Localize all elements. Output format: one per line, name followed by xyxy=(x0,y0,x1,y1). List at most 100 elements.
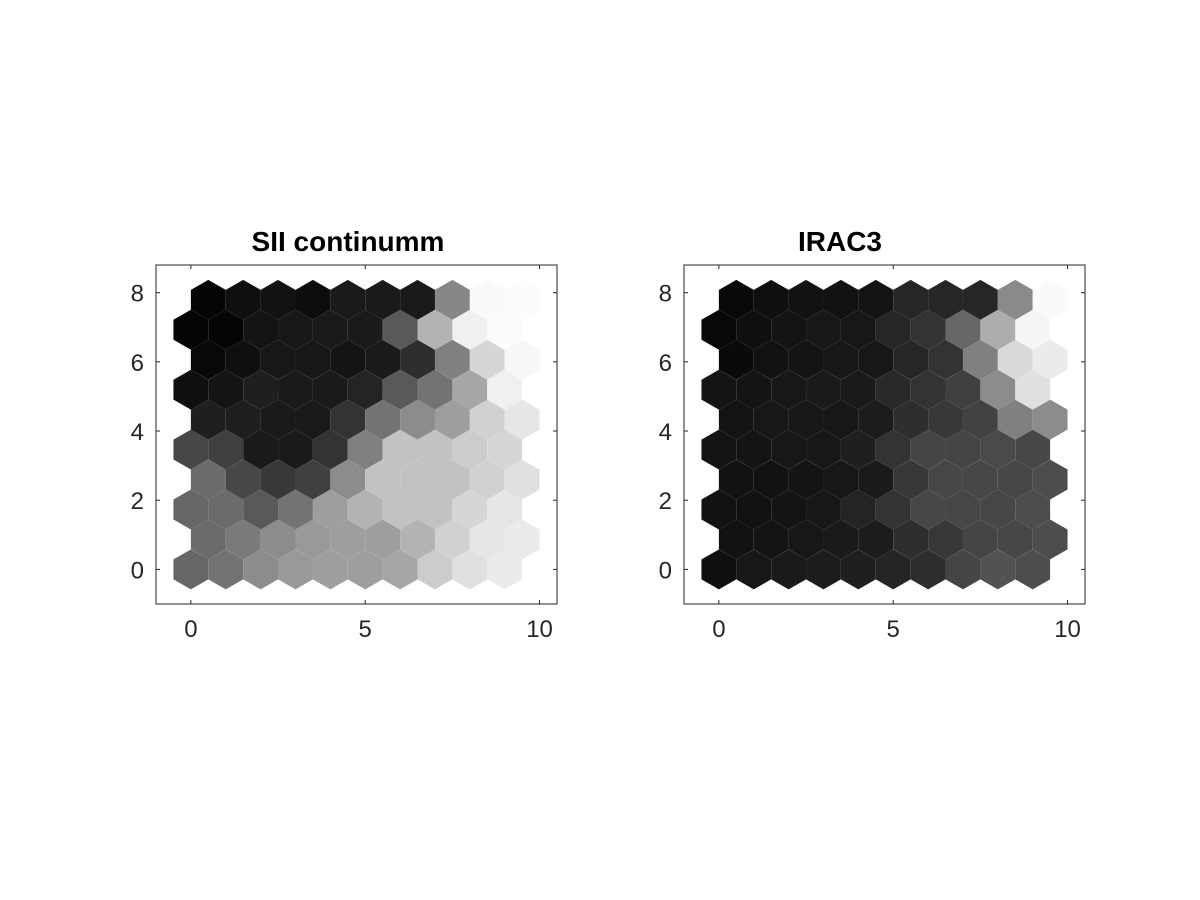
hex-cell xyxy=(701,549,737,590)
hex-cell xyxy=(469,399,505,440)
hex-cell xyxy=(1032,519,1068,560)
hex-cell xyxy=(365,459,401,500)
hex-cell xyxy=(295,339,331,380)
hex-cell xyxy=(434,519,470,560)
hex-cell xyxy=(487,369,523,410)
hex-cell xyxy=(928,339,963,380)
hex-cell xyxy=(840,489,876,530)
hex-cell xyxy=(806,549,841,590)
hex-cell xyxy=(347,489,383,530)
hex-cell xyxy=(417,549,453,590)
hex-cell xyxy=(504,399,540,440)
hex-cell xyxy=(400,279,435,320)
hex-cell xyxy=(487,429,523,470)
hex-cell xyxy=(980,429,1016,470)
hex-cell xyxy=(400,339,435,380)
hex-cell xyxy=(382,429,418,470)
hex-cell xyxy=(190,519,226,560)
hex-cell xyxy=(434,339,470,380)
hex-cell xyxy=(718,459,754,500)
hex-cell xyxy=(701,309,737,350)
hex-cell xyxy=(858,459,894,500)
hex-cell xyxy=(753,399,789,440)
hex-cell xyxy=(260,339,296,380)
hex-cell xyxy=(997,399,1033,440)
hex-cell xyxy=(487,309,523,350)
hex-cell xyxy=(208,489,244,530)
hex-cell xyxy=(330,459,366,500)
hex-cell xyxy=(243,549,279,590)
hex-cell xyxy=(452,489,488,530)
hex-cell xyxy=(893,339,929,380)
hex-cell xyxy=(910,429,946,470)
y-tick-label: 0 xyxy=(131,557,144,584)
hex-cell xyxy=(417,489,453,530)
hex-cell xyxy=(347,549,383,590)
hex-cell xyxy=(452,549,488,590)
hex-cell xyxy=(417,309,453,350)
hex-cell xyxy=(173,489,209,530)
axes-frame xyxy=(155,264,558,605)
hex-cell xyxy=(469,519,505,560)
x-tick-label: 10 xyxy=(1054,616,1081,643)
hex-cell xyxy=(487,549,523,590)
hex-cell xyxy=(701,369,737,410)
hex-cell xyxy=(1015,369,1051,410)
hex-cell xyxy=(278,429,313,470)
hex-cell xyxy=(330,519,366,560)
hex-cell xyxy=(295,519,331,560)
hex-cell xyxy=(504,519,540,560)
hex-cell xyxy=(400,399,435,440)
hex-cell xyxy=(225,459,261,500)
hex-cell xyxy=(823,519,859,560)
hex-cell xyxy=(945,549,981,590)
hex-cell xyxy=(382,369,418,410)
x-tick-label: 5 xyxy=(359,616,372,643)
hex-cell xyxy=(295,459,331,500)
x-tick-label: 5 xyxy=(887,616,900,643)
hex-cell xyxy=(962,459,998,500)
hex-cell xyxy=(823,279,859,320)
hex-cell xyxy=(753,339,789,380)
hex-cell xyxy=(858,279,894,320)
hex-cell xyxy=(893,459,929,500)
hex-cell xyxy=(945,309,981,350)
hex-cell xyxy=(771,369,807,410)
x-tick-label: 0 xyxy=(712,616,725,643)
y-tick-label: 2 xyxy=(659,488,672,515)
hex-cell xyxy=(434,459,470,500)
hex-cell xyxy=(278,369,313,410)
hex-cell xyxy=(260,399,296,440)
hex-cell xyxy=(452,369,488,410)
hex-cell-group xyxy=(173,279,540,590)
hex-cell xyxy=(823,339,859,380)
hex-cell xyxy=(469,279,505,320)
hex-cell xyxy=(417,429,453,470)
hex-cell xyxy=(945,429,981,470)
hex-cell xyxy=(1015,549,1051,590)
heatmap-panel-irac3: IRAC3 0 5 10 0 2 4 6 8 xyxy=(659,226,1086,643)
hex-cell xyxy=(875,549,911,590)
hex-cell xyxy=(980,549,1016,590)
hex-cell xyxy=(910,549,946,590)
hex-cell xyxy=(840,309,876,350)
hex-cell xyxy=(962,279,998,320)
hex-cell xyxy=(330,279,366,320)
hex-cell xyxy=(278,309,313,350)
hex-cell xyxy=(260,519,296,560)
hex-cell xyxy=(771,429,807,470)
hex-cell xyxy=(736,429,772,470)
hex-cell xyxy=(504,339,540,380)
hex-cell xyxy=(718,399,754,440)
hex-cell xyxy=(806,489,841,530)
hex-cell xyxy=(980,369,1016,410)
hex-cell xyxy=(806,429,841,470)
hex-cell xyxy=(504,459,540,500)
axis-ticks: 0 5 10 0 2 4 6 8 xyxy=(131,265,557,643)
hex-cell xyxy=(928,519,963,560)
hex-cell xyxy=(928,279,963,320)
hex-cell xyxy=(312,369,348,410)
hex-cell xyxy=(190,279,226,320)
hex-cell xyxy=(771,309,807,350)
